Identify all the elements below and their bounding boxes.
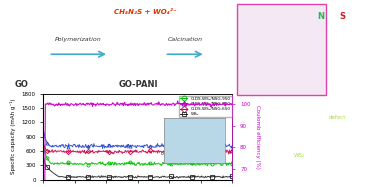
Text: CH₄N₂S + WO₄²⁻: CH₄N₂S + WO₄²⁻ xyxy=(114,9,177,15)
Y-axis label: Coulomb efficiency (%): Coulomb efficiency (%) xyxy=(255,105,260,168)
Text: Calcination: Calcination xyxy=(167,37,203,42)
Text: S: S xyxy=(339,12,345,21)
Text: GO: GO xyxy=(15,80,29,89)
FancyBboxPatch shape xyxy=(237,4,326,95)
Text: N: N xyxy=(317,12,324,21)
Legend: O-DS-WS₂/NSG-950, O-DS-WS₂/NSG-800, O-DS-WS₂/NSG-650, WS₂: O-DS-WS₂/NSG-950, O-DS-WS₂/NSG-800, O-DS… xyxy=(179,96,232,117)
Text: defect: defect xyxy=(329,115,347,120)
Y-axis label: Specific capacity (mAh g⁻¹): Specific capacity (mAh g⁻¹) xyxy=(10,99,16,174)
Text: GO-PANI: GO-PANI xyxy=(118,80,158,89)
Text: WS₂: WS₂ xyxy=(293,153,305,158)
Text: 0.1 A g⁻¹: 0.1 A g⁻¹ xyxy=(161,151,184,157)
Text: Polymerization: Polymerization xyxy=(55,37,102,42)
